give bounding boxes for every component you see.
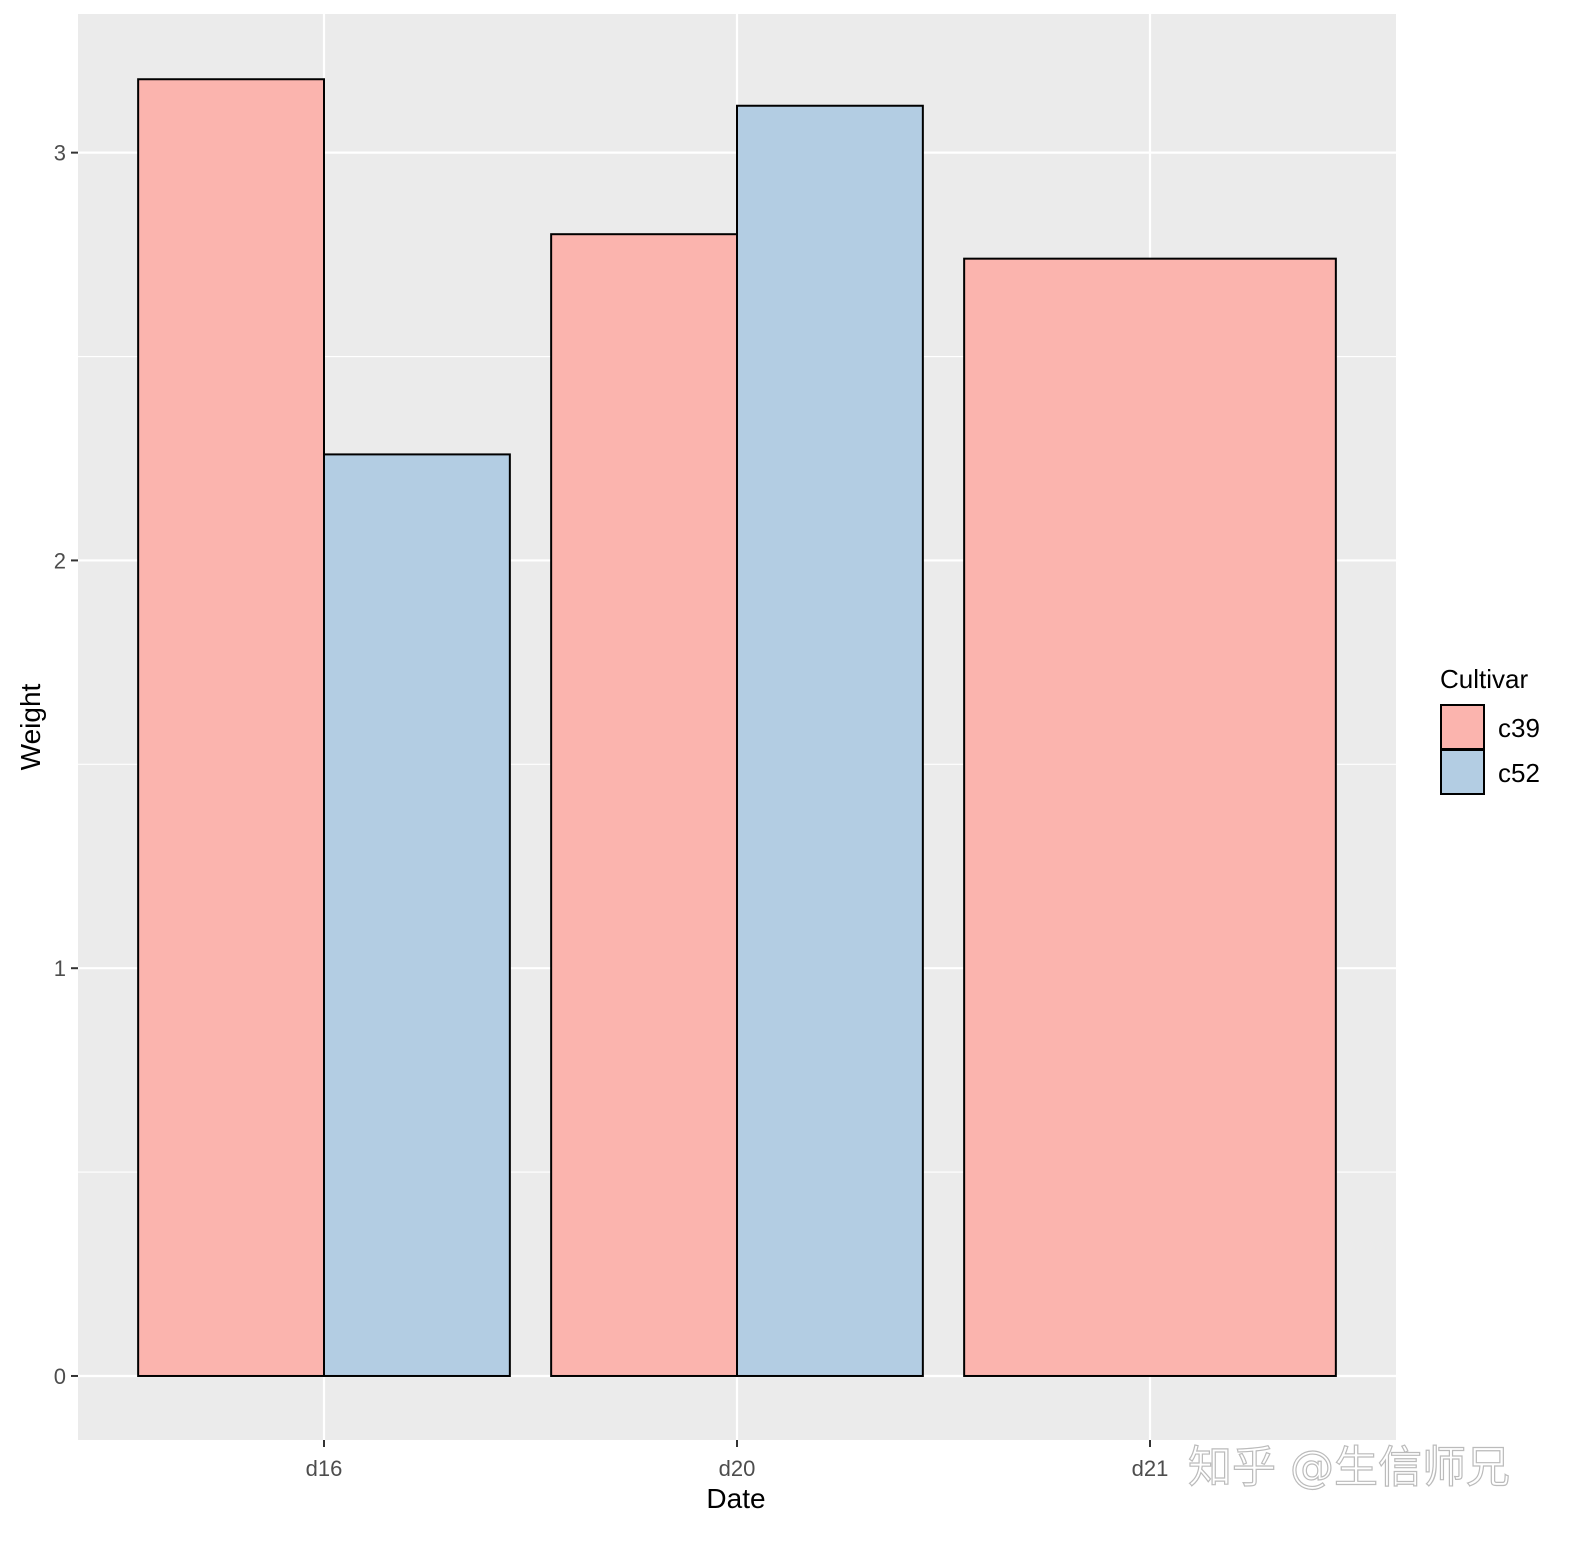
legend-label-c39: c39	[1498, 713, 1540, 743]
x-axis: d16 d20 d21	[306, 1440, 1169, 1481]
legend-title: Cultivar	[1440, 664, 1528, 694]
bars	[137, 78, 1337, 1377]
x-tick-label: d21	[1132, 1456, 1169, 1481]
y-axis: 0 1 2 3	[54, 141, 78, 1389]
bar-d16-c39	[137, 78, 325, 1377]
x-tick-label: d20	[719, 1456, 756, 1481]
x-tick-label: d16	[306, 1456, 343, 1481]
legend: Cultivar c39 c52	[1440, 664, 1540, 795]
bar-d20-c52	[736, 104, 924, 1377]
bar-d20-c39	[550, 233, 739, 1377]
y-tick-label: 2	[54, 548, 66, 573]
legend-key-c52	[1440, 749, 1485, 795]
x-axis-title: Date	[706, 1483, 765, 1514]
y-tick-label: 3	[54, 141, 66, 166]
bar-d21-c39	[963, 257, 1337, 1377]
y-tick-label: 0	[54, 1364, 66, 1389]
watermark: 知乎 @生信师兄	[1188, 1442, 1510, 1493]
bar-d16-c52	[323, 453, 511, 1377]
y-axis-title: Weight	[15, 683, 46, 770]
legend-label-c52: c52	[1498, 758, 1540, 788]
y-tick-label: 1	[54, 956, 66, 981]
legend-key-c39	[1440, 704, 1485, 750]
